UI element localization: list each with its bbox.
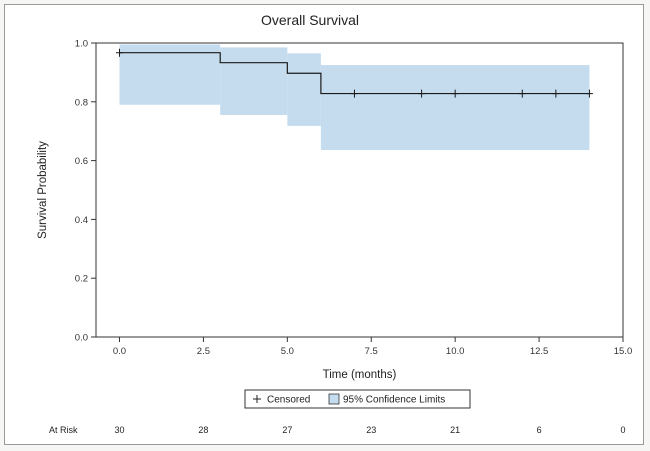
censored-marks xyxy=(115,48,593,98)
confidence-band-segment xyxy=(287,53,321,126)
x-tick-label: 2.5 xyxy=(197,346,210,357)
chart-title: Overall Survival xyxy=(261,12,359,28)
survival-curve xyxy=(119,52,590,95)
legend: Censored 95% Confidence Limits xyxy=(244,389,471,409)
at-risk-count: 28 xyxy=(198,425,208,435)
censored-mark xyxy=(518,89,526,98)
x-tick-label: 12.5 xyxy=(530,346,549,357)
censored-mark xyxy=(418,89,426,98)
x-tick-label: 0.0 xyxy=(113,346,126,357)
x-axis: 0.0 2.5 5.0 7.5 10.0 12.5 15.0 xyxy=(113,337,632,357)
at-risk-count: 21 xyxy=(450,425,460,435)
legend-box xyxy=(244,389,471,409)
plot-area xyxy=(95,42,624,338)
legend-band-swatch xyxy=(328,393,340,405)
x-tick-label: 15.0 xyxy=(614,346,633,357)
x-axis-label: Time (months) xyxy=(323,369,397,381)
at-risk-count: 0 xyxy=(620,425,625,435)
legend-censored-icon xyxy=(253,395,261,403)
survival-step-line xyxy=(119,52,590,95)
confidence-band-segment xyxy=(220,47,288,116)
y-tick-label: 1.0 xyxy=(75,39,88,50)
censored-mark xyxy=(115,48,123,57)
y-tick-label: 0.8 xyxy=(75,97,88,108)
y-tick-label: 0.6 xyxy=(75,156,88,167)
confidence-band-segment xyxy=(119,44,221,105)
at-risk-table: At Risk 30 28 27 23 21 6 0 xyxy=(49,425,626,435)
at-risk-count: 30 xyxy=(114,425,124,435)
y-axis: 0.0 0.2 0.4 0.6 0.8 1.0 xyxy=(75,39,96,344)
y-tick-label: 0.0 xyxy=(75,333,88,344)
censored-mark xyxy=(350,89,358,98)
chart-frame: Overall Survival 0.0 2.5 5.0 7.5 10.0 12.5 15.… xyxy=(4,4,644,445)
at-risk-count: 6 xyxy=(537,425,542,435)
at-risk-count: 23 xyxy=(366,425,376,435)
y-tick-label: 0.2 xyxy=(75,274,88,285)
at-risk-count: 27 xyxy=(282,425,292,435)
x-tick-label: 5.0 xyxy=(281,346,294,357)
at-risk-label: At Risk xyxy=(49,425,78,435)
censored-mark xyxy=(451,89,459,98)
legend-band-label: 95% Confidence Limits xyxy=(343,395,445,406)
censored-mark xyxy=(552,89,560,98)
x-tick-label: 10.0 xyxy=(446,346,465,357)
confidence-band-segment xyxy=(320,65,590,151)
x-tick-label: 7.5 xyxy=(365,346,378,357)
confidence-band xyxy=(119,44,590,151)
y-axis-label: Survival Probability xyxy=(37,141,49,239)
y-tick-label: 0.4 xyxy=(75,215,88,226)
censored-mark xyxy=(585,89,593,98)
survival-chart: Overall Survival 0.0 2.5 5.0 7.5 10.0 12.5 15.… xyxy=(37,12,632,435)
legend-censored-label: Censored xyxy=(267,395,310,406)
